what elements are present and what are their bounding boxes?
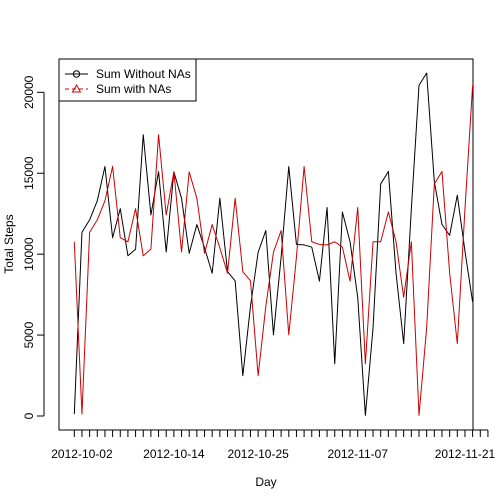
x-tick-label: 2012-10-25	[227, 447, 289, 461]
y-tick-label: 10000	[22, 237, 36, 271]
legend-marker-circle	[72, 70, 81, 78]
x-tick-label: 2012-10-02	[51, 447, 113, 461]
series-line-without-nas	[73, 72, 473, 416]
series-line-with-nas	[73, 83, 473, 416]
legend-marker-triangle	[71, 83, 82, 93]
series-layer	[73, 72, 473, 416]
y-tick-label: 5000	[22, 321, 36, 348]
x-axis: 2012-10-02 2012-10-14 2012-10-25 2012-11-07…	[51, 429, 496, 461]
x-tick-label: 2012-11-07	[327, 447, 388, 461]
legend-label-without-nas: Sum Without NAs	[96, 67, 191, 81]
legend-label-with-nas: Sum with NAs	[96, 82, 171, 96]
x-axis-title: Day	[255, 475, 276, 489]
legend-box	[58, 58, 197, 102]
y-tick-label: 0	[22, 412, 36, 419]
y-tick-label: 15000	[22, 156, 36, 190]
y-axis: 0 5000 10000 15000 20000	[22, 75, 45, 419]
y-tick-label: 20000	[22, 75, 36, 109]
y-axis-title: Total Steps	[2, 214, 16, 273]
legend: Sum Without NAs Sum with NAs	[58, 58, 197, 102]
x-tick-label: 2012-11-21	[435, 447, 496, 461]
x-tick-label: 2012-10-14	[143, 447, 205, 461]
